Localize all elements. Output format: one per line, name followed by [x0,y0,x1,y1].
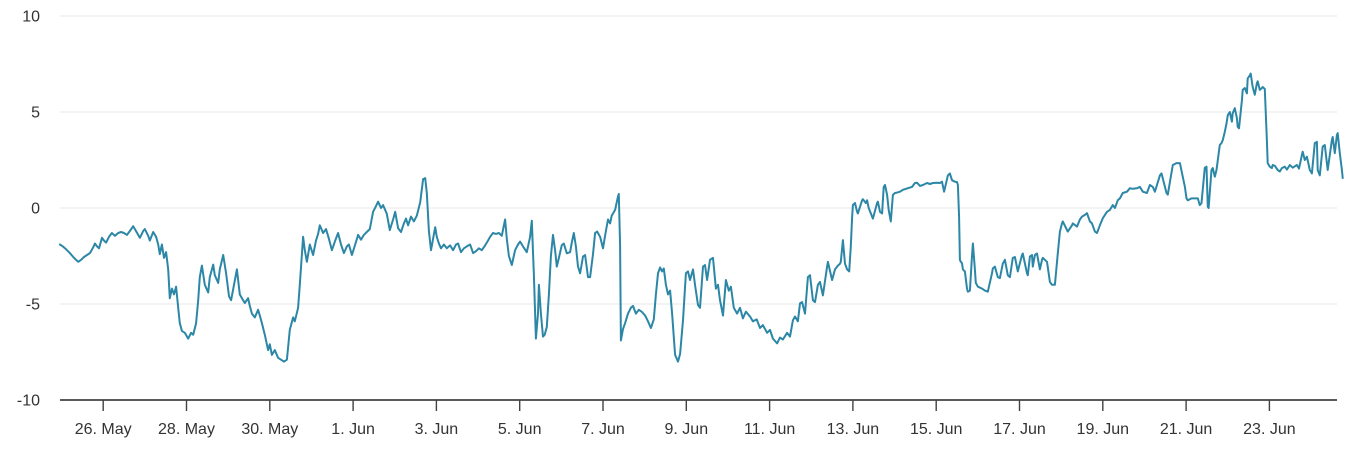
x-tick-label: 11. Jun [744,421,795,438]
x-tick-label: 3. Jun [415,421,459,438]
x-tick-label: 13. Jun [827,421,879,438]
y-tick-label: 5 [31,105,40,122]
y-tick-label: 0 [31,201,40,218]
x-tick-label: 9. Jun [665,421,709,438]
x-tick-label: 26. May [75,421,132,438]
x-tick-label: 15. Jun [910,421,962,438]
y-tick-label: 10 [22,9,40,26]
x-tick-label: 28. May [158,421,215,438]
x-tick-label: 30. May [241,421,298,438]
x-tick-label: 19. Jun [1077,421,1129,438]
x-tick-label: 5. Jun [498,421,542,438]
y-tick-label: -10 [17,393,40,410]
series-line [58,72,1344,363]
x-tick-label: 23. Jun [1243,421,1295,438]
x-axis-labels: 26. May 28. May 30. May 1. Jun 3. Jun 5. Jun 7… [75,421,1296,438]
y-axis-labels: 10 5 0 -5 -10 [17,9,40,410]
x-axis-ticks [102,400,1271,411]
x-tick-label: 17. Jun [993,421,1045,438]
x-tick-label: 7. Jun [581,421,625,438]
x-tick-label: 21. Jun [1160,421,1212,438]
y-gridlines [60,15,1337,401]
y-tick-label: -5 [26,297,40,314]
x-tick-label: 1. Jun [331,421,375,438]
